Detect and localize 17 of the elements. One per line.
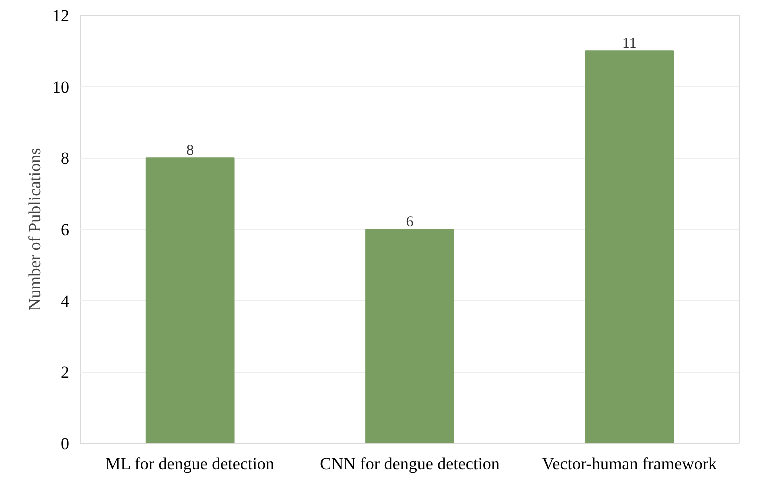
- bar: [366, 229, 454, 444]
- y-tick-label: 0: [61, 434, 70, 454]
- y-tick-label: 4: [61, 292, 70, 311]
- data-label: 11: [622, 36, 637, 52]
- bar: [585, 50, 674, 444]
- y-tick-label: 10: [52, 78, 70, 97]
- y-tick-label: 8: [61, 149, 70, 168]
- y-tick-label: 6: [61, 220, 70, 240]
- x-tick-label: CNN for dengue detection: [320, 454, 500, 474]
- x-tick-label: Vector-human framework: [542, 454, 718, 474]
- y-tick-label: 12: [52, 6, 70, 26]
- data-label: 8: [186, 143, 194, 160]
- data-label: 6: [406, 214, 414, 230]
- y-axis-title: Number of Publications: [26, 148, 44, 311]
- x-tick-label: ML for dengue detection: [106, 454, 275, 474]
- bar: [146, 158, 235, 444]
- y-tick-label: 2: [61, 363, 70, 382]
